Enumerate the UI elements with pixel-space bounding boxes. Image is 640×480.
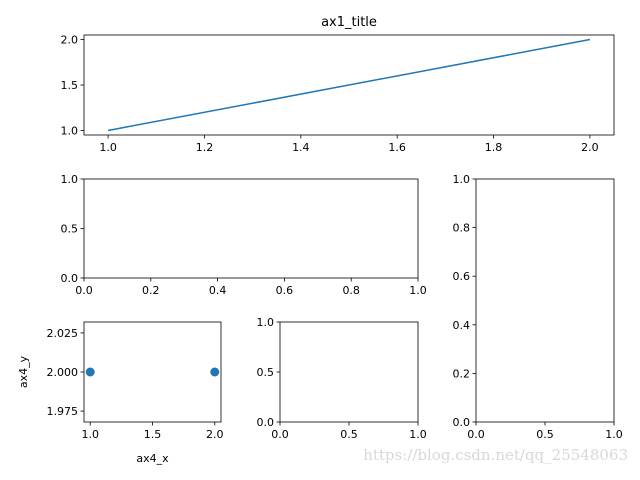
y-tick-label: 0.5 — [61, 223, 79, 236]
x-tick-label: 1.5 — [144, 428, 162, 441]
x-tick-label: 0.2 — [142, 284, 160, 297]
axes: 0.0 0.5 1.0 0.0 0.5 1.0 — [257, 316, 427, 441]
y-tick-label: 2.000 — [47, 366, 79, 379]
x-tick-label: 1.4 — [292, 141, 310, 154]
watermark: https://blog.csdn.net/qq_25548063 — [363, 446, 628, 464]
y-tick-label: 0.2 — [453, 367, 471, 380]
x-tick-label: 0.0 — [467, 428, 485, 441]
x-axis-label: ax4_x — [136, 452, 169, 465]
y-tick-label: 2.0 — [61, 34, 79, 47]
y-tick-label: 1.0 — [453, 173, 471, 186]
y-tick-label: 0.5 — [257, 366, 275, 379]
x-tick-label: 0.5 — [536, 428, 554, 441]
y-tick-label: 1.0 — [257, 316, 275, 329]
axes: 1.0 1.5 2.0 1.975 2.000 2.025 ax4_x ax4_y — [17, 321, 224, 465]
axes: 1.0 1.2 1.4 1.6 1.8 2.0 1.0 1.5 2.0 ax1_title — [61, 15, 615, 154]
y-tick-label: 0.4 — [453, 319, 471, 332]
x-tick-label: 0.8 — [342, 284, 360, 297]
point — [85, 367, 95, 377]
x-tick-label: 1.8 — [485, 141, 503, 154]
axes: 0.0 0.2 0.4 0.6 0.8 1.0 0.0 0.5 1.0 — [61, 173, 427, 297]
y-tick-label: 1.5 — [61, 79, 79, 92]
x-tick-label: 1.0 — [409, 284, 427, 297]
x-tick-label: 1.0 — [99, 141, 117, 154]
axes-title: ax1_title — [321, 15, 377, 30]
point — [210, 367, 220, 377]
y-tick-label: 1.0 — [61, 124, 79, 137]
y-tick-label: 1.975 — [47, 405, 79, 418]
y-tick-label: 0.8 — [453, 222, 471, 235]
y-tick-label: 0.0 — [61, 272, 79, 285]
x-tick-label: 0.5 — [340, 428, 358, 441]
x-tick-label: 1.2 — [196, 141, 214, 154]
y-axis-label: ax4_y — [17, 355, 30, 388]
x-tick-label: 0.6 — [276, 284, 294, 297]
x-tick-label: 1.6 — [388, 141, 406, 154]
y-tick-label: 1.0 — [61, 173, 79, 186]
x-tick-label: 1.0 — [409, 428, 427, 441]
y-tick-label: 2.025 — [47, 327, 79, 340]
x-tick-label: 0.0 — [271, 428, 289, 441]
x-tick-label: 2.0 — [581, 141, 599, 154]
x-tick-label: 1.0 — [605, 428, 623, 441]
line — [107, 38, 591, 132]
x-tick-label: 0.4 — [209, 284, 227, 297]
x-tick-label: 2.0 — [206, 428, 224, 441]
y-tick-label: 0.6 — [453, 270, 471, 283]
y-tick-label: 0.0 — [257, 416, 275, 429]
axes: 0.0 0.5 1.0 0.0 0.2 0.4 0.6 0.8 1.0 — [453, 173, 623, 441]
x-tick-label: 0.0 — [75, 284, 93, 297]
x-tick-label: 1.0 — [81, 428, 99, 441]
y-tick-label: 0.0 — [453, 416, 471, 429]
